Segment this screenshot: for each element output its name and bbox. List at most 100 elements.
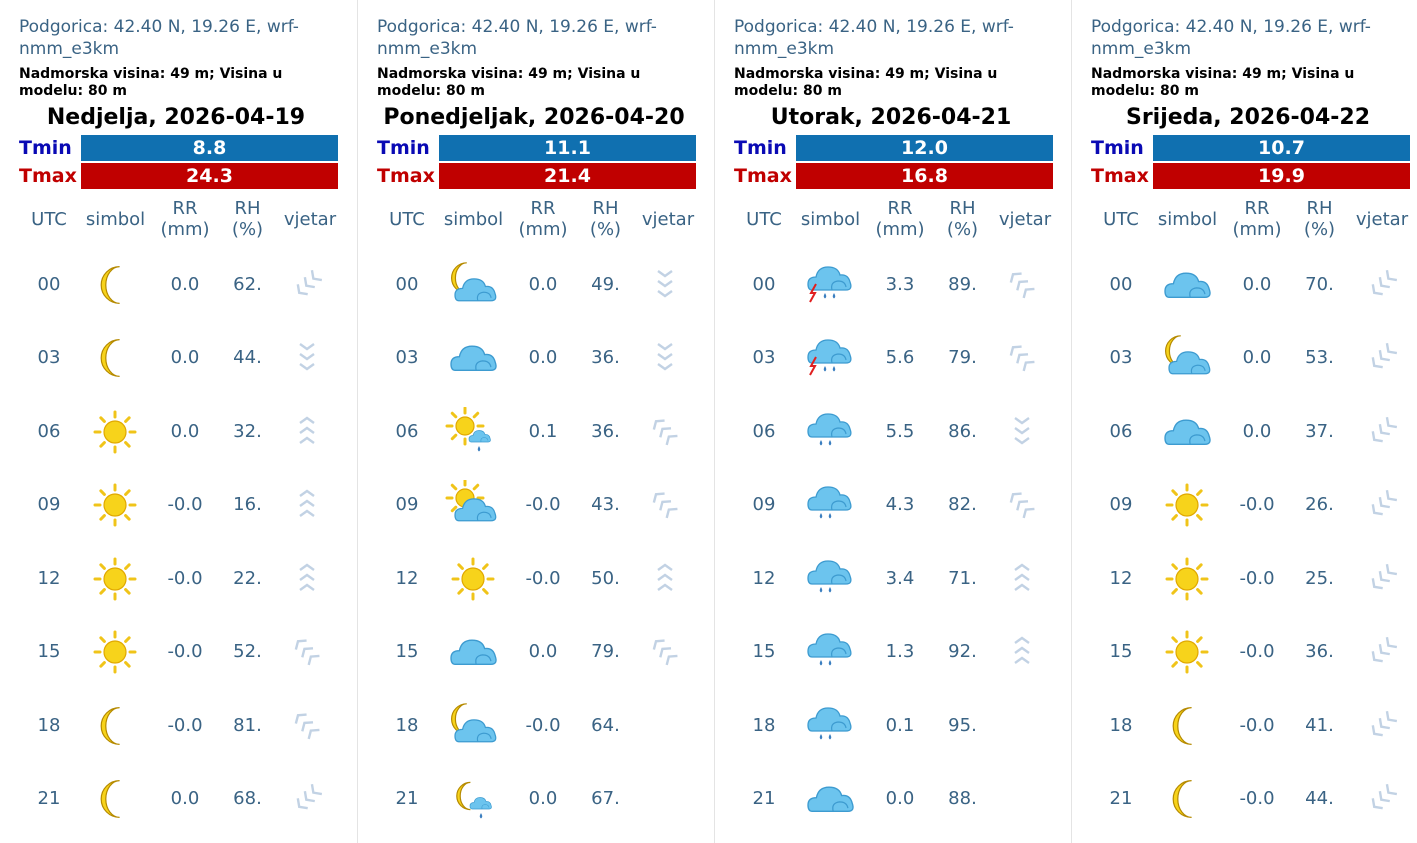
- precipitation-value: 0.0: [170, 421, 200, 442]
- day-column: Podgorica: 42.40 N, 19.26 E, wrf-nmm_e3k…: [1071, 0, 1417, 843]
- utc-hour: 18: [1109, 715, 1133, 736]
- sun-icon: [85, 407, 145, 457]
- humidity-value: 89.: [948, 274, 977, 295]
- humidity-value: 52.: [233, 641, 262, 662]
- precipitation-value: -0.0: [167, 494, 203, 515]
- cloud-icon: [443, 627, 503, 677]
- wind-arrow-down-left: [1362, 265, 1402, 305]
- humidity-value: 41.: [1305, 715, 1334, 736]
- sun-icon: [1157, 627, 1217, 677]
- moon-icon: [1157, 774, 1217, 824]
- humidity-value: 70.: [1305, 274, 1334, 295]
- tmin-label: Tmin: [734, 137, 787, 159]
- precipitation-value: -0.0: [525, 568, 561, 589]
- location-title: Podgorica: 42.40 N, 19.26 E, wrf-nmm_e3k…: [377, 17, 657, 59]
- wind-arrow-down: [645, 338, 685, 378]
- wind-arrow-up-left: [645, 412, 685, 452]
- header-wind: vjetar: [641, 209, 695, 230]
- wind-arrow-up: [1002, 559, 1042, 599]
- utc-hour: 21: [37, 788, 61, 809]
- utc-hour: 06: [395, 421, 419, 442]
- tmax-label: Tmax: [734, 165, 792, 187]
- precipitation-value: 5.5: [885, 421, 915, 442]
- wind-arrow-down-left: [1362, 485, 1402, 525]
- cloud-rain-icon: [800, 407, 860, 457]
- header-wind: vjetar: [283, 209, 337, 230]
- day-title: Ponedjeljak, 2026-04-20: [383, 105, 685, 130]
- utc-hour: 00: [1109, 274, 1133, 295]
- cloud-rain-icon: [800, 480, 860, 530]
- wind-arrow-down: [645, 265, 685, 305]
- tmax-label: Tmax: [1091, 165, 1149, 187]
- sun-icon: [85, 480, 145, 530]
- tmin-value: 8.8: [81, 135, 338, 161]
- thunderstorm-icon: [800, 260, 860, 310]
- day-column: Podgorica: 42.40 N, 19.26 E, wrf-nmm_e3k…: [714, 0, 1066, 843]
- utc-hour: 12: [752, 568, 776, 589]
- wind-arrow-up: [645, 559, 685, 599]
- header-rh: RH (%): [1303, 198, 1336, 240]
- moon-icon: [85, 260, 145, 310]
- utc-hour: 21: [1109, 788, 1133, 809]
- humidity-value: 71.: [948, 568, 977, 589]
- humidity-value: 68.: [233, 788, 262, 809]
- humidity-value: 50.: [591, 568, 620, 589]
- utc-hour: 03: [37, 347, 61, 368]
- moon-cloud-icon: [443, 701, 503, 751]
- humidity-value: 36.: [591, 347, 620, 368]
- precipitation-value: 0.1: [528, 421, 558, 442]
- precipitation-value: 0.0: [528, 274, 558, 295]
- humidity-value: 22.: [233, 568, 262, 589]
- utc-hour: 09: [752, 494, 776, 515]
- header-utc: UTC: [1103, 209, 1139, 230]
- precipitation-value: 1.3: [885, 641, 915, 662]
- wind-arrow-up-left: [1002, 485, 1042, 525]
- moon-icon: [85, 701, 145, 751]
- header-utc: UTC: [31, 209, 67, 230]
- humidity-value: 49.: [591, 274, 620, 295]
- sun-cloud-rain-icon: [443, 406, 503, 457]
- tmin-label: Tmin: [1091, 137, 1144, 159]
- header-rr: RR (mm): [1232, 198, 1282, 240]
- utc-hour: 12: [395, 568, 419, 589]
- humidity-value: 32.: [233, 421, 262, 442]
- tmax-label: Tmax: [377, 165, 435, 187]
- day-title: Utorak, 2026-04-21: [770, 105, 1012, 130]
- humidity-value: 16.: [233, 494, 262, 515]
- utc-hour: 15: [752, 641, 776, 662]
- humidity-value: 36.: [591, 421, 620, 442]
- humidity-value: 25.: [1305, 568, 1334, 589]
- utc-hour: 06: [1109, 421, 1133, 442]
- utc-hour: 21: [752, 788, 776, 809]
- humidity-value: 67.: [591, 788, 620, 809]
- wind-arrow-up: [287, 559, 327, 599]
- wind-arrow-down-left: [287, 265, 327, 305]
- humidity-value: 43.: [591, 494, 620, 515]
- utc-hour: 09: [37, 494, 61, 515]
- precipitation-value: -0.0: [525, 715, 561, 736]
- wind-arrow-up-left: [287, 706, 327, 746]
- moon-rain-icon: [443, 774, 503, 824]
- humidity-value: 44.: [233, 347, 262, 368]
- location-title: Podgorica: 42.40 N, 19.26 E, wrf-nmm_e3k…: [734, 17, 1014, 59]
- day-title: Nedjelja, 2026-04-19: [46, 105, 306, 130]
- tmax-value: 19.9: [1153, 163, 1410, 189]
- humidity-value: 86.: [948, 421, 977, 442]
- precipitation-value: 0.0: [170, 274, 200, 295]
- tmin-value: 11.1: [439, 135, 696, 161]
- precipitation-value: 3.3: [885, 274, 915, 295]
- wind-arrow-up-left: [287, 632, 327, 672]
- cloud-icon: [443, 333, 503, 383]
- cloud-rain-icon: [800, 627, 860, 677]
- sun-cloud-icon: [443, 478, 503, 530]
- day-column: Podgorica: 42.40 N, 19.26 E, wrf-nmm_e3k…: [357, 0, 709, 843]
- wind-arrow-down-left: [1362, 779, 1402, 819]
- utc-hour: 12: [1109, 568, 1133, 589]
- utc-hour: 18: [37, 715, 61, 736]
- precipitation-value: 0.0: [170, 788, 200, 809]
- utc-hour: 12: [37, 568, 61, 589]
- moon-icon: [85, 333, 145, 383]
- wind-arrow-down-left: [1362, 632, 1402, 672]
- header-symbol: simbol: [443, 209, 504, 230]
- precipitation-value: 4.3: [885, 494, 915, 515]
